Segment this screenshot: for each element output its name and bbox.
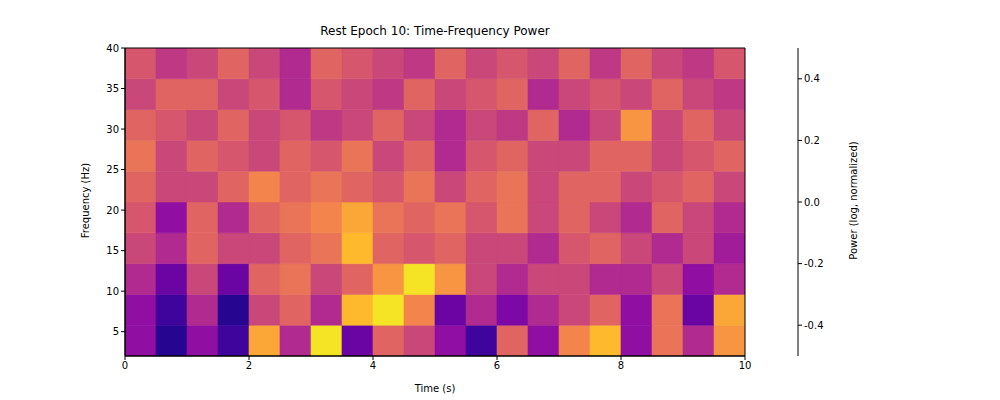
svg-text:-0.4: -0.4	[804, 320, 824, 331]
svg-text:2: 2	[246, 360, 252, 371]
svg-text:8: 8	[618, 360, 624, 371]
svg-text:10: 10	[106, 286, 119, 297]
svg-text:5: 5	[113, 326, 119, 337]
svg-text:35: 35	[106, 83, 119, 94]
html-text:Rest Epoch 10: Time-Frequency: Rest Epoch 10: Time-Frequency Power	[320, 24, 550, 38]
svg-text:0.4: 0.4	[804, 73, 820, 84]
svg-text:25: 25	[106, 164, 119, 175]
svg-text:40: 40	[106, 43, 119, 54]
svg-text:-0.2: -0.2	[804, 258, 824, 269]
svg-text:15: 15	[106, 245, 119, 256]
svg-text:0: 0	[122, 360, 128, 371]
svg-text:4: 4	[370, 360, 376, 371]
svg-text:0.0: 0.0	[804, 197, 820, 208]
svg-text:30: 30	[106, 124, 119, 135]
svg-text:6: 6	[494, 360, 500, 371]
html-text:Power (log, normalized): Power (log, normalized)	[847, 141, 859, 260]
svg-text:0.2: 0.2	[804, 135, 820, 146]
svg-text:20: 20	[106, 205, 119, 216]
html-text:Time (s): Time (s)	[414, 383, 456, 394]
html-text:Frequency (Hz): Frequency (Hz)	[79, 162, 91, 239]
svg-text:10: 10	[739, 360, 752, 371]
